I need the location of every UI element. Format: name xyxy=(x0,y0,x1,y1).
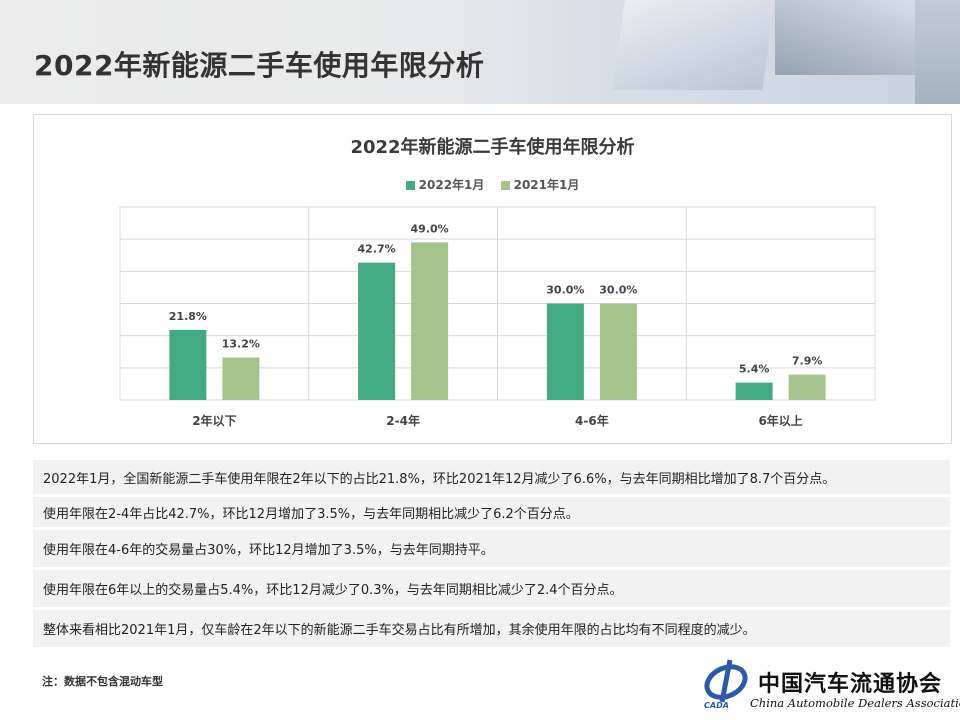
legend-item-2022: 2022年1月 xyxy=(405,176,485,193)
chart-title: 2022年新能源二手车使用年限分析 xyxy=(350,137,635,158)
legend-label-2021: 2021年1月 xyxy=(513,178,580,192)
logo-name-en: China Automobile Dealers Association xyxy=(750,696,960,710)
bar xyxy=(546,303,584,400)
bar-chart-plot: 21.8% 13.2% 2年以下 42.7% 49.0% 2-4年 30.0% 30.0% 4-… xyxy=(119,206,876,428)
legend-swatch-2022 xyxy=(405,181,415,190)
banner-decoration xyxy=(915,0,960,104)
paragraph-row: 使用年限在2-4年占比42.7%，环比12月增加了3.5%，与去年同期相比减少了… xyxy=(33,497,950,527)
category-label: 6年以上 xyxy=(758,413,802,428)
bar xyxy=(599,303,637,400)
footnote: 注：数据不包含混动车型 xyxy=(42,675,163,688)
analysis-text: 2022年1月，全国新能源二手车使用年限在2年以下的占比21.8%，环比2021… xyxy=(33,460,950,650)
bar xyxy=(169,329,207,400)
chart-legend: 2022年1月 2021年1月 xyxy=(34,176,951,193)
data-label: 21.8% xyxy=(169,310,207,323)
association-logo: CADA 中国汽车流通协会 China Automobile Dealers A… xyxy=(700,656,960,716)
logo-name-cn: 中国汽车流通协会 xyxy=(758,671,943,697)
logo-abbr: CADA xyxy=(704,701,729,710)
bar xyxy=(358,262,396,400)
data-label: 30.0% xyxy=(546,284,584,297)
legend-label-2022: 2022年1月 xyxy=(418,178,485,192)
banner-decoration xyxy=(775,0,915,75)
bar xyxy=(735,382,773,400)
legend-swatch-2021 xyxy=(500,181,510,190)
bar xyxy=(788,374,826,400)
logo-emblem-icon xyxy=(704,659,748,703)
data-label: 42.7% xyxy=(358,243,396,256)
header-banner xyxy=(0,0,960,104)
data-label: 30.0% xyxy=(599,284,637,297)
paragraph-row: 2022年1月，全国新能源二手车使用年限在2年以下的占比21.8%，环比2021… xyxy=(33,460,950,494)
paragraph-row: 使用年限在4-6年的交易量占30%，环比12月增加了3.5%，与去年同期持平。 xyxy=(33,530,950,567)
legend-item-2021: 2021年1月 xyxy=(500,176,580,193)
data-label: 13.2% xyxy=(222,338,260,351)
bar xyxy=(411,242,449,400)
category-label: 2-4年 xyxy=(386,413,420,428)
data-label: 7.9% xyxy=(792,355,823,368)
paragraph-row: 整体来看相比2021年1月，仅车龄在2年以下的新能源二手车交易占比有所增加，其余… xyxy=(33,610,950,647)
page-title: 2022年新能源二手车使用年限分析 xyxy=(34,49,485,82)
paragraph-row: 使用年限在6年以上的交易量占5.4%，环比12月减少了0.3%，与去年同期相比减… xyxy=(33,570,950,607)
data-label: 49.0% xyxy=(411,222,449,235)
banner-decoration xyxy=(612,0,778,90)
data-label: 5.4% xyxy=(739,363,770,376)
chart-container: 2022年新能源二手车使用年限分析 2022年1月 2021年1月 21.8% 1… xyxy=(33,114,952,444)
category-label: 2年以下 xyxy=(192,413,236,428)
bar xyxy=(222,357,260,400)
category-label: 4-6年 xyxy=(575,413,609,428)
